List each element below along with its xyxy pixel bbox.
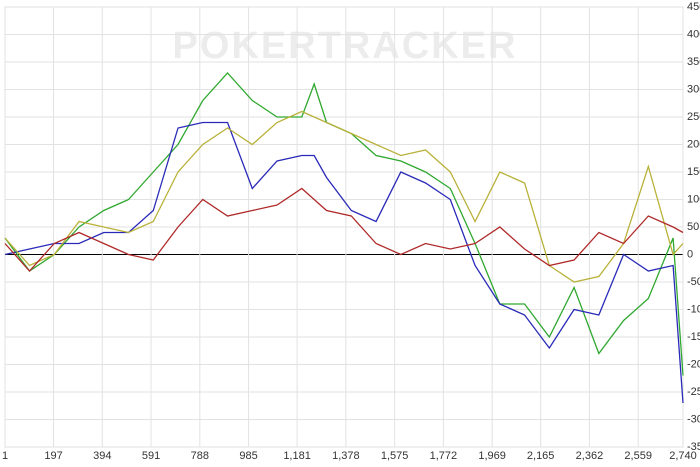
y-tick-label: 350	[687, 56, 700, 68]
x-tick-label: 591	[142, 450, 160, 462]
y-tick-label: -100	[687, 303, 700, 315]
series-line	[4, 121, 684, 404]
x-tick-label: 985	[239, 450, 257, 462]
y-tick-label: 450	[687, 1, 700, 13]
x-tick-label: 1,772	[430, 450, 458, 462]
y-tick-label: 150	[687, 166, 700, 178]
y-tick-label: -50	[687, 276, 700, 288]
x-tick-label: 1,181	[283, 450, 311, 462]
series-line	[4, 187, 684, 272]
x-tick-label: 1,378	[332, 450, 360, 462]
x-tick-label: 788	[191, 450, 209, 462]
y-tick-label: 200	[687, 138, 700, 150]
y-tick-label: 400	[687, 28, 700, 40]
y-tick-label: -350	[687, 441, 700, 453]
y-tick-label: 0	[687, 248, 693, 260]
x-tick-label: 2,165	[527, 450, 555, 462]
x-tick-label: 2,362	[576, 450, 604, 462]
x-tick-label: 1	[2, 450, 8, 462]
series-line	[4, 72, 684, 376]
x-tick-label: 2,559	[624, 450, 652, 462]
y-tick-label: 50	[687, 221, 699, 233]
y-tick-label: -250	[687, 386, 700, 398]
x-tick-label: 197	[44, 450, 62, 462]
x-tick-label: 394	[93, 450, 111, 462]
y-tick-label: 250	[687, 111, 700, 123]
x-tick-label: 1,969	[478, 450, 506, 462]
x-tick-label: 2,740	[669, 450, 697, 462]
y-tick-label: 300	[687, 83, 700, 95]
x-tick-label: 1,575	[381, 450, 409, 462]
series-line	[4, 110, 684, 283]
y-tick-label: -300	[687, 413, 700, 425]
y-tick-label: -200	[687, 358, 700, 370]
watermark: POKERTRACKER	[173, 25, 518, 67]
y-tick-label: -150	[687, 331, 700, 343]
y-tick-label: 100	[687, 193, 700, 205]
